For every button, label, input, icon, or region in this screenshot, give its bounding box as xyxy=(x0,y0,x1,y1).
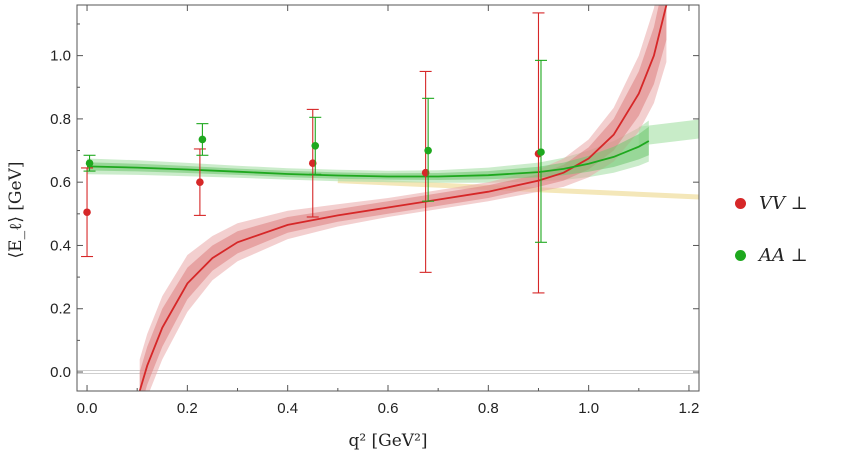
aa-point-1 xyxy=(196,123,209,156)
aa-marker xyxy=(424,146,432,155)
vv-point-0 xyxy=(81,167,94,258)
vv-point-1 xyxy=(193,148,206,216)
plot-area xyxy=(77,5,699,391)
x-tick-label: 1.0 xyxy=(578,400,599,417)
plot-layers xyxy=(77,5,699,391)
y-tick-label: 1.0 xyxy=(50,48,71,65)
vv-marker xyxy=(421,168,430,177)
x-tick-label: 0.4 xyxy=(277,400,298,417)
aa-marker xyxy=(537,148,545,156)
legend-aa-marker xyxy=(735,250,746,261)
legend-vv-label: VV ⊥ xyxy=(759,193,808,214)
y-axis-label: ⟨E_ℓ⟩ [GeV] xyxy=(6,162,26,259)
aa-point-0 xyxy=(83,154,96,172)
ticks: 0.0 0.2 0.4 0.6 0.8 1.0 1.2 0.0 0.2 0.4 0.6 0.8 1.0 xyxy=(50,5,699,417)
x-axis-label: q² [GeV²] xyxy=(348,431,427,451)
vv-fit-line xyxy=(138,5,668,391)
legend-aa-label: AA ⊥ xyxy=(759,245,808,266)
y-tick-label: 0.0 xyxy=(50,364,71,381)
legend-vv-marker xyxy=(735,198,746,209)
vv-marker xyxy=(196,178,204,186)
y-tick-label: 0.4 xyxy=(50,237,71,254)
legend-aa: AA ⊥ xyxy=(735,245,808,266)
y-tick-label: 0.8 xyxy=(50,111,71,128)
aa-fit-line xyxy=(86,140,650,178)
vv-point-3 xyxy=(419,70,432,273)
legend-vv: VV ⊥ xyxy=(735,193,808,214)
vv-fit-outer-band xyxy=(139,5,667,391)
aa-fit-extension-band xyxy=(638,119,699,146)
x-tick-label: 0.0 xyxy=(77,400,98,417)
y-tick-label: 0.2 xyxy=(50,301,71,318)
aa-fit-outer-band xyxy=(87,120,649,183)
vv-marker xyxy=(308,159,317,167)
aa-point-4 xyxy=(534,59,547,243)
y-tick-label: 0.6 xyxy=(50,174,71,191)
vv-marker xyxy=(83,208,91,217)
aa-point-2 xyxy=(309,116,322,175)
aa-marker xyxy=(85,159,94,167)
x-tick-label: 0.6 xyxy=(378,400,399,417)
x-tick-label: 0.2 xyxy=(177,400,198,417)
vv-point-2 xyxy=(306,108,319,218)
aa-marker xyxy=(311,141,320,150)
aa-marker xyxy=(198,135,207,144)
x-tick-label: 0.8 xyxy=(478,400,499,417)
x-tick-label: 1.2 xyxy=(679,400,700,417)
aa-point-3 xyxy=(422,97,435,202)
